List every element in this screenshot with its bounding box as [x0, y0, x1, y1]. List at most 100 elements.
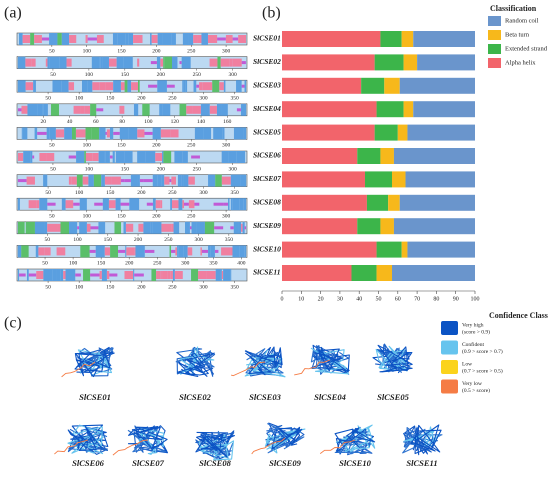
track-segment [96, 108, 104, 112]
track-segment [44, 221, 48, 234]
bar-segment [392, 171, 406, 188]
track-segment [135, 245, 145, 258]
panel-label: (c) [4, 315, 22, 332]
track-tick-label: 50 [49, 143, 55, 149]
track-segment [123, 56, 133, 69]
track-tick-label: 50 [45, 284, 51, 290]
bar-segment [282, 218, 358, 235]
track-segment [90, 226, 99, 230]
bar-segment [399, 194, 475, 211]
track-segment [144, 131, 153, 135]
track-segment [156, 56, 161, 69]
track-segment [115, 198, 121, 211]
track-segment [155, 153, 163, 161]
track-segment [19, 273, 26, 277]
track-segment [128, 127, 138, 140]
track-segment [18, 153, 24, 161]
bar-segment [282, 124, 375, 141]
track-segment [133, 103, 139, 116]
track-segment [230, 269, 232, 281]
track-segment [119, 127, 129, 140]
track-segment [106, 129, 110, 138]
track-segment [128, 33, 134, 45]
bar-segment [357, 218, 381, 235]
track-segment [93, 174, 102, 187]
track-segment [104, 247, 111, 256]
track-segment [221, 247, 231, 256]
track-segment [23, 151, 26, 163]
track-segment [241, 84, 245, 88]
track-tick-label: 160 [223, 119, 232, 125]
category-label: SlCSE07 [253, 174, 281, 183]
track-tick-label: 250 [187, 143, 196, 149]
track-segment [225, 35, 233, 43]
track-segment [137, 58, 140, 67]
track-segment [124, 179, 131, 183]
track-segment [110, 245, 119, 258]
legend-label: Alpha helix [505, 59, 536, 66]
track-segment [25, 58, 32, 67]
track-tick-label: 100 [73, 237, 82, 243]
track-segment [106, 271, 110, 279]
track-segment [65, 269, 76, 281]
category-label: SlCSE01 [253, 34, 281, 43]
track-segment [178, 245, 184, 258]
track-segment [223, 80, 226, 93]
track-segment [69, 221, 78, 234]
bar-segment [413, 31, 475, 47]
track-segment [213, 202, 224, 206]
confidence-name: Very high [462, 322, 484, 328]
track-segment [199, 82, 203, 91]
bar-segment [403, 101, 414, 118]
track-segment [85, 153, 93, 161]
track-tick-label: 100 [83, 143, 92, 149]
bar-segment [282, 54, 375, 71]
track-segment [232, 198, 240, 211]
track-segment [34, 127, 38, 140]
track-segment [102, 198, 109, 211]
track-segment [228, 151, 237, 163]
track-segment [133, 35, 143, 43]
confidence-note: (score > 0.9) [462, 328, 490, 335]
legend-swatch [488, 16, 501, 26]
track-segment [194, 127, 204, 140]
track-segment [191, 155, 200, 159]
track-segment [198, 271, 207, 279]
track-segment [184, 202, 189, 206]
track-segment [134, 273, 144, 277]
track-segment [183, 245, 188, 258]
track-segment [75, 273, 81, 277]
structure-label: SlCSE02 [179, 392, 211, 402]
structure-label: SlCSE08 [199, 458, 231, 468]
track-segment [130, 174, 138, 187]
track-segment [39, 153, 47, 161]
track-segment [233, 221, 239, 234]
track-segment [200, 103, 210, 116]
category-label: SlCSE04 [253, 104, 281, 113]
track-segment [173, 221, 180, 234]
track-segment [91, 127, 100, 140]
track-segment [162, 33, 172, 45]
track-tick-label: 300 [222, 48, 231, 54]
track-segment [230, 198, 233, 211]
track-segment [194, 202, 200, 206]
track-segment [243, 127, 246, 140]
track-segment [244, 226, 246, 230]
protein-model [251, 422, 306, 455]
track-segment [49, 127, 56, 140]
track-segment [197, 35, 202, 43]
track-segment [240, 174, 246, 187]
protein-tail [319, 439, 356, 454]
track-segment [238, 35, 246, 43]
track-segment [47, 202, 56, 206]
track-segment [108, 200, 116, 209]
track-segment [213, 127, 223, 140]
track-segment [221, 103, 228, 116]
track-segment [64, 127, 72, 140]
bar-segment [407, 124, 475, 141]
track-segment [85, 35, 88, 43]
track-segment [25, 221, 35, 234]
track-segment [139, 179, 144, 183]
protein-model [175, 346, 216, 378]
track-tick-label: 150 [121, 166, 130, 172]
